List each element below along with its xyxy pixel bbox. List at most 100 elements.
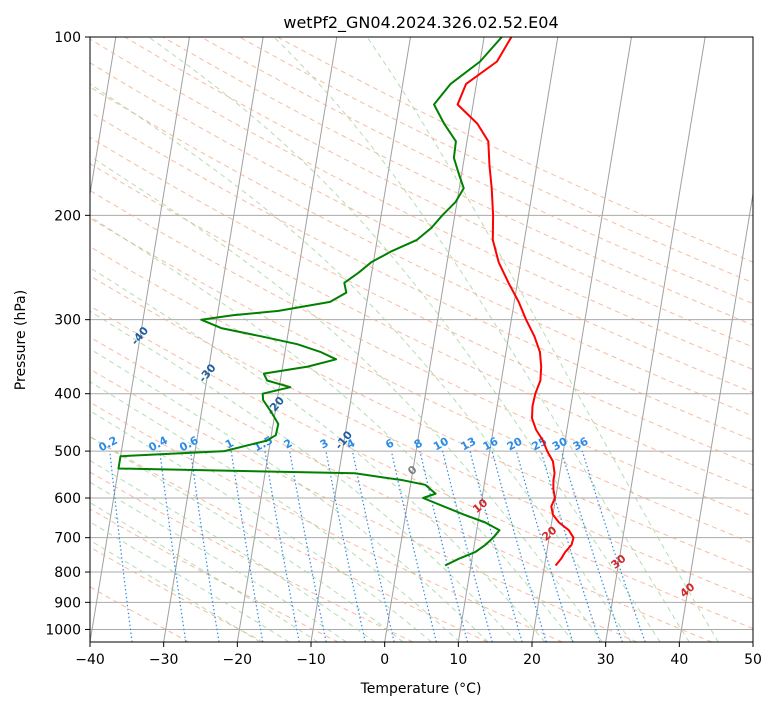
mixing-ratio-label: 3 bbox=[318, 436, 331, 451]
mixing-ratio-line bbox=[325, 450, 366, 642]
isotherm-line bbox=[236, 37, 338, 642]
dry-adiabat-line bbox=[124, 37, 753, 348]
moist-adiabat-line bbox=[90, 267, 546, 642]
dry-adiabat-line bbox=[90, 508, 339, 642]
moist-adiabat-line bbox=[90, 410, 432, 642]
isotherm-line bbox=[90, 37, 190, 642]
isotherm-line bbox=[384, 37, 485, 642]
y-tick-label: 300 bbox=[54, 313, 81, 329]
mixing-ratio-label: 36 bbox=[571, 435, 591, 454]
y-tick-label: 500 bbox=[54, 444, 81, 460]
mixing-ratio-label: 16 bbox=[481, 435, 501, 454]
dry-adiabat-line bbox=[90, 368, 638, 642]
moist-adiabat-line bbox=[90, 310, 517, 642]
moist-adiabat-line bbox=[366, 37, 719, 642]
isotherm-label: -60 bbox=[0, 227, 20, 251]
x-tick-label: 0 bbox=[380, 652, 389, 668]
isotherm-line bbox=[605, 37, 706, 642]
isotherm-label: -40 bbox=[129, 324, 152, 348]
mixing-ratio-label: 6 bbox=[383, 436, 396, 451]
mixing-ratio-line bbox=[390, 450, 437, 642]
mixing-ratio-label: 4 bbox=[344, 436, 357, 451]
dry-adiabat-line bbox=[90, 336, 712, 642]
mixing-ratio-label: 10 bbox=[431, 435, 451, 454]
dry-adiabat-line bbox=[90, 401, 563, 642]
moist-adiabat-line bbox=[148, 37, 661, 642]
y-tick-label: 800 bbox=[54, 565, 81, 581]
dry-adiabat-line bbox=[90, 246, 753, 572]
y-axis-ticks: 100 200 300 400 500 600 700 800 900 1000 bbox=[45, 30, 90, 638]
x-tick-label: 20 bbox=[523, 652, 541, 668]
x-tick-label: 30 bbox=[597, 652, 615, 668]
isotherm-line bbox=[90, 37, 117, 197]
y-tick-label: 1000 bbox=[45, 622, 81, 638]
moist-adiabat-line bbox=[273, 37, 690, 642]
mixing-ratio-line bbox=[581, 450, 646, 642]
mixing-ratio-line bbox=[469, 450, 523, 642]
x-tick-label: −40 bbox=[75, 652, 105, 668]
x-tick-label: −20 bbox=[223, 652, 253, 668]
y-tick-label: 600 bbox=[54, 491, 81, 507]
x-tick-label: −10 bbox=[296, 652, 326, 668]
mixing-ratio-line bbox=[351, 450, 395, 642]
y-tick-label: 100 bbox=[54, 30, 81, 46]
mixing-ratio-label: 13 bbox=[459, 435, 479, 454]
isotherm-line bbox=[752, 638, 753, 642]
mixing-ratio-line bbox=[491, 450, 547, 642]
sounding-trace bbox=[456, 37, 575, 567]
dry-adiabat-line bbox=[90, 86, 753, 417]
y-axis-title: Pressure (hPa) bbox=[13, 290, 29, 390]
x-tick-label: 50 bbox=[744, 652, 762, 668]
background-reference-lines bbox=[90, 37, 753, 642]
mixing-ratio-line bbox=[230, 451, 264, 642]
dry-adiabat-line bbox=[90, 163, 753, 491]
plot-frame bbox=[89, 36, 754, 643]
dry-adiabat-line bbox=[90, 189, 753, 518]
x-axis-title: Temperature (°C) bbox=[360, 681, 482, 697]
isotherm-label: 20 bbox=[539, 523, 559, 543]
x-tick-label: 40 bbox=[670, 652, 688, 668]
isotherm-line bbox=[678, 190, 753, 642]
sounding-trace bbox=[117, 37, 503, 567]
dry-adiabat-line bbox=[90, 38, 753, 371]
mixing-ratio-label: 30 bbox=[550, 435, 570, 454]
moist-adiabat-line bbox=[90, 83, 632, 642]
isotherm-label: 0 bbox=[405, 463, 419, 478]
moist-adiabat-line bbox=[90, 459, 376, 642]
isotherm-line bbox=[457, 37, 559, 642]
mixing-ratio-line bbox=[540, 450, 601, 642]
mixing-ratio-line bbox=[109, 451, 133, 642]
mixing-ratio-line bbox=[560, 450, 623, 642]
isotherm-label: -30 bbox=[196, 361, 219, 385]
y-tick-label: 900 bbox=[54, 595, 81, 611]
dry-adiabat-line bbox=[90, 136, 753, 466]
moist-adiabat-line bbox=[90, 539, 261, 642]
y-tick-label: 400 bbox=[54, 387, 81, 403]
moist-adiabat-line bbox=[90, 481, 347, 642]
mixing-ratio-label: 20 bbox=[505, 435, 525, 454]
y-tick-label: 200 bbox=[54, 208, 81, 224]
x-axis-ticks: −40 −30 −20 −10 0 10 20 30 40 50 bbox=[75, 642, 762, 668]
dry-adiabat-line bbox=[90, 471, 414, 642]
dry-adiabat-line bbox=[90, 436, 488, 642]
x-tick-label: 10 bbox=[449, 652, 467, 668]
mixing-ratio-label: 25 bbox=[530, 435, 550, 454]
moist-adiabat-line bbox=[90, 502, 319, 642]
mixing-ratio-line bbox=[159, 451, 187, 642]
chart-title: wetPf2_GN04.2024.326.02.52.E04 bbox=[283, 13, 558, 33]
mixing-ratio-line bbox=[515, 450, 574, 642]
isotherm-label: -50 bbox=[62, 280, 85, 304]
dry-adiabat-line bbox=[90, 305, 753, 630]
isotherm-label: 40 bbox=[677, 580, 697, 600]
mixing-ratio-line bbox=[289, 450, 327, 642]
mixing-ratio-line bbox=[442, 450, 493, 642]
dry-adiabat-line bbox=[200, 37, 753, 305]
y-tick-label: 700 bbox=[54, 531, 81, 547]
dry-adiabat-line bbox=[277, 37, 753, 263]
isotherm-label: 30 bbox=[608, 552, 628, 572]
x-tick-label: −30 bbox=[149, 652, 179, 668]
moist-adiabat-line bbox=[90, 381, 461, 642]
isotherm-line bbox=[163, 37, 264, 642]
dry-adiabat-line bbox=[90, 275, 753, 600]
